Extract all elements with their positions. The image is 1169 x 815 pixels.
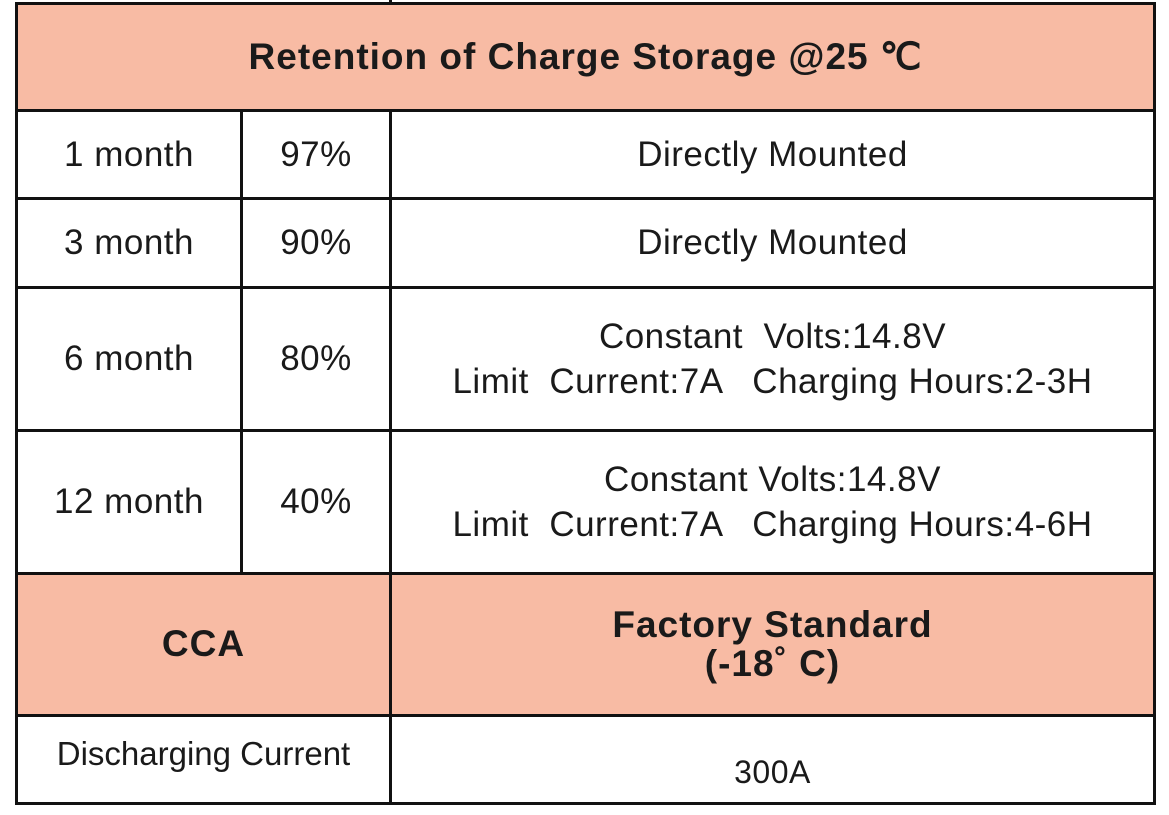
cell-text: Constant Volts:14.8V	[598, 316, 947, 356]
cca-header-cell: Factory Standard (-18˚ C)	[389, 572, 1156, 717]
retention-cell: 40%	[240, 429, 392, 575]
method-cell: Constant Volts:14.8V Limit Current:7A Cha…	[389, 286, 1156, 432]
cca-label-cell: CCA	[15, 572, 392, 717]
cell-text: 97%	[280, 134, 352, 174]
cell-text: Constant Volts:14.8V	[604, 459, 941, 499]
retention-cell: 80%	[240, 286, 392, 432]
period-cell: 3 month	[15, 197, 243, 289]
cell-text: Directly Mounted	[637, 223, 908, 263]
method-cell: Constant Volts:14.8V Limit Current:7A Cha…	[389, 429, 1156, 575]
retention-cell: 90%	[240, 197, 392, 289]
cell-text: Limit Current:7A Charging Hours:2-3H	[452, 362, 1093, 401]
cell-text: 80%	[280, 339, 352, 379]
method-cell: Directly Mounted	[389, 109, 1156, 200]
cell-text: Directly Mounted	[637, 134, 908, 174]
cell-text: CCA	[161, 623, 246, 665]
cell-text: Limit Current:7A Charging Hours:4-6H	[452, 505, 1093, 544]
cell-text: Discharging Current	[56, 735, 351, 772]
cell-text: 6 month	[64, 339, 194, 379]
period-cell: 6 month	[15, 286, 243, 432]
cell-text: 300A	[734, 754, 811, 791]
period-cell: 12 month	[15, 429, 243, 575]
cell-text: (-18˚ C)	[704, 642, 841, 684]
cca-name-cell: Discharging Current	[15, 714, 392, 805]
cell-text: 12 month	[54, 482, 204, 522]
cell-text: 1 month	[64, 134, 194, 174]
cell-text: Retention of Charge Storage @25 ℃	[248, 35, 923, 77]
cca-value-cell: 300A	[389, 714, 1156, 805]
cell-text: 90%	[280, 223, 352, 263]
period-cell: 1 month	[15, 109, 243, 200]
cell-text: 40%	[280, 482, 352, 522]
method-cell: Directly Mounted	[389, 197, 1156, 289]
cell-text: 3 month	[64, 223, 194, 263]
retention-cell: 97%	[240, 109, 392, 200]
cell-text: Factory Standard	[612, 603, 933, 645]
title-cell: Retention of Charge Storage @25 ℃	[15, 2, 1156, 112]
